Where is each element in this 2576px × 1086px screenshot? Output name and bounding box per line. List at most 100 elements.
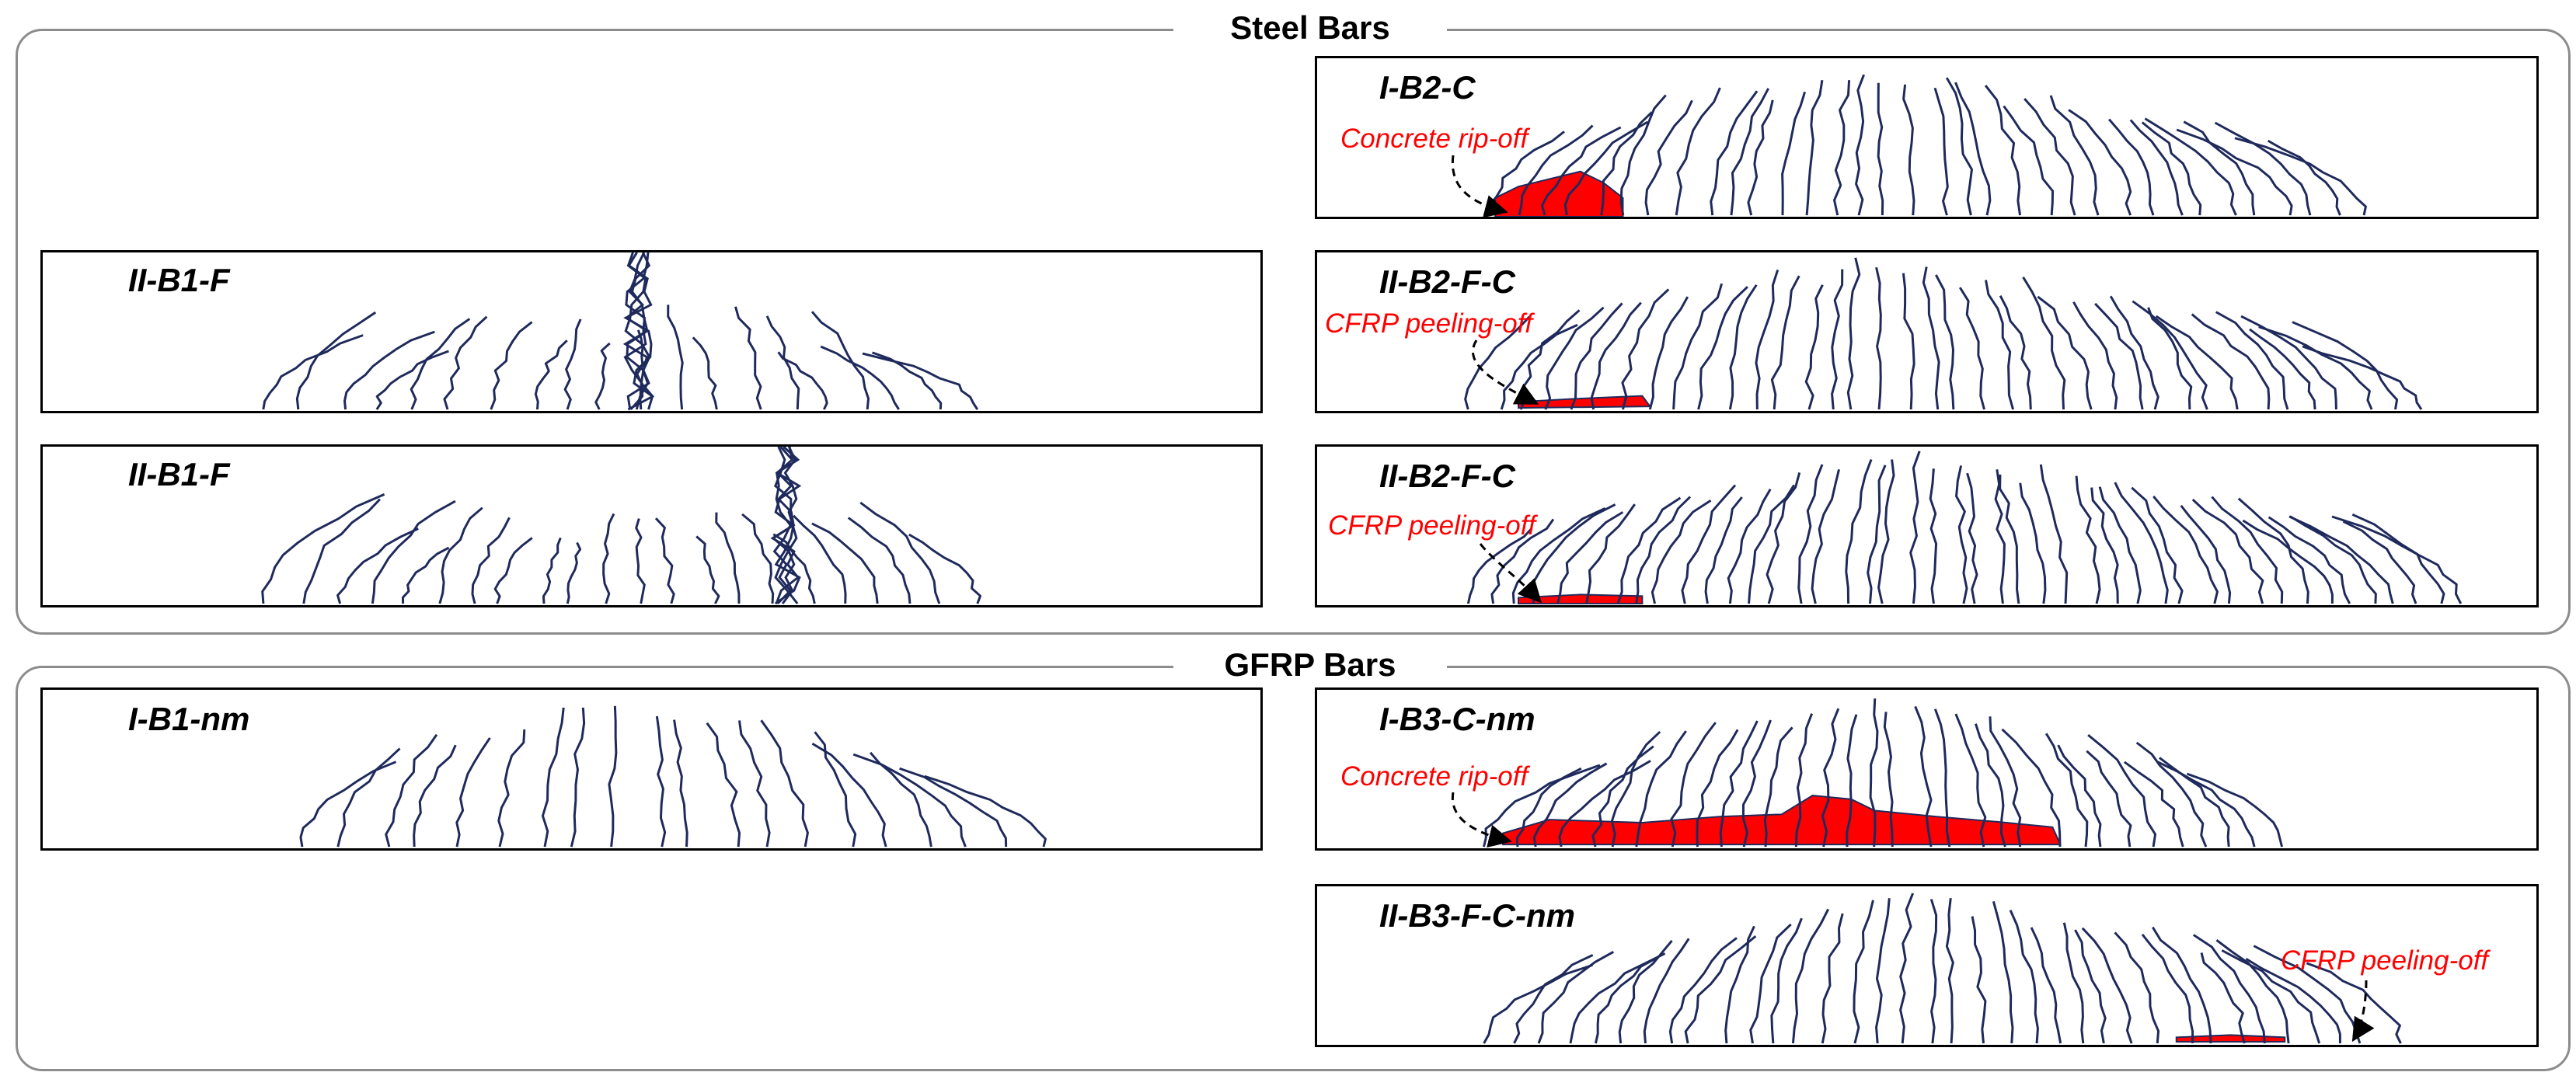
crack-line: [2037, 295, 2093, 410]
specimen-panel-ii-b1-f-upper: II-B1-F: [40, 250, 1263, 413]
crack-line: [336, 527, 419, 604]
crack-line: [1672, 283, 1724, 410]
crack-line: [1610, 730, 1661, 848]
crack-line: [811, 743, 887, 848]
crack-line: [343, 330, 435, 410]
crack-line: [1763, 726, 1793, 848]
crack-line: [2234, 137, 2367, 216]
crack-line: [471, 517, 511, 604]
specimen-panel-ii-b3-f-c-nm: II-B3-F-C-nm CFRP peeling-off: [1315, 884, 2539, 1047]
crack-line: [2107, 118, 2155, 216]
crack-line: [1591, 745, 1654, 848]
specimen-label: II-B2-F-C: [1379, 458, 1515, 494]
crack-line: [737, 720, 771, 848]
crack-line: [1513, 954, 1594, 1044]
crack-line: [872, 351, 943, 410]
crack-line: [2342, 520, 2417, 604]
crack-line: [1804, 284, 1824, 410]
crack-line: [1971, 916, 1987, 1044]
crack-line: [2302, 345, 2423, 410]
crack-line: [1811, 469, 1840, 604]
crack-line: [1540, 126, 1622, 216]
crack-line: [1766, 472, 1801, 604]
crack-line: [2057, 744, 2102, 848]
crack-line: [673, 719, 688, 848]
crack-line: [869, 751, 932, 848]
crack-line: [2141, 933, 2194, 1044]
crack-line: [2249, 328, 2316, 410]
crack-line: [2030, 927, 2062, 1044]
crack-line: [2147, 307, 2193, 410]
crack-line: [1696, 729, 1739, 848]
crack-line: [1684, 935, 1757, 1044]
crack-line: [1945, 897, 1954, 1044]
crack-line: [765, 315, 800, 410]
specimen-label: I-B1-nm: [128, 701, 250, 737]
specimen-label: II-B1-F: [128, 456, 230, 493]
crack-line: [455, 737, 491, 848]
crack-line: [1875, 898, 1891, 1044]
crack-line: [1929, 899, 1938, 1044]
crack-line: [1594, 955, 1659, 1044]
crack-line: [1853, 900, 1874, 1044]
crack-line: [2245, 958, 2341, 1044]
crack-line: [2156, 761, 2256, 848]
crack-line: [654, 517, 675, 604]
crack-line: [2155, 315, 2239, 410]
crack-line: [1651, 499, 1712, 604]
crack-line: [1532, 762, 1608, 848]
crack-line: [2289, 515, 2377, 604]
concrete-rip-off-label: Concrete rip-off: [1340, 124, 1529, 154]
crack-line: [715, 512, 741, 604]
crack-line: [1724, 925, 1755, 1044]
crack-line: [385, 733, 438, 848]
crack-line: [2022, 277, 2066, 410]
crack-line: [2192, 934, 2266, 1044]
crack-line: [1869, 698, 1879, 848]
crack-line: [410, 318, 471, 410]
crack-line: [760, 719, 809, 848]
crack-line: [1515, 767, 1582, 848]
crack-line: [1619, 94, 1667, 216]
crack-line: [734, 306, 762, 410]
crack-line: [2081, 927, 2133, 1044]
crack-line: [1730, 88, 1770, 216]
crack-line: [1935, 274, 1955, 410]
crack-line: [1902, 84, 1915, 216]
crack-line: [2144, 117, 2237, 216]
crack-line: [1846, 714, 1858, 848]
crack-line: [2098, 486, 2142, 604]
crack-line: [1791, 908, 1830, 1044]
crack-line: [2240, 315, 2337, 410]
crack-line: [1668, 937, 1738, 1044]
damage-region: [2175, 1034, 2286, 1043]
crack-line: [1749, 923, 1792, 1044]
crack-line: [1728, 284, 1758, 410]
crack-line: [1704, 496, 1743, 604]
crack-line: [443, 315, 488, 410]
crack-pattern: [262, 252, 979, 411]
crack-line: [563, 318, 582, 410]
crack-line: [2132, 300, 2208, 410]
crack-line: [1556, 511, 1624, 604]
crack-line: [1821, 913, 1844, 1044]
crack-line: [1933, 87, 1949, 216]
crack-line: [2306, 962, 2402, 1044]
crack-line: [401, 546, 450, 604]
cfrp-peeling-off-label: CFRP peeling-off: [1325, 308, 1533, 339]
crack-line: [1867, 465, 1887, 604]
crack-line: [1770, 917, 1803, 1044]
crack-line: [542, 537, 562, 604]
crack-line: [2086, 750, 2132, 848]
crack-line: [1681, 484, 1737, 604]
crack-line: [1697, 286, 1748, 410]
crack-line: [1877, 82, 1884, 216]
crack-line: [1922, 266, 1940, 410]
crack-line: [2109, 295, 2159, 410]
crack-line: [2062, 922, 2085, 1044]
crack-line: [2215, 311, 2289, 410]
crack-line: [1805, 79, 1824, 216]
crack-line: [852, 753, 967, 848]
specimen-label: II-B2-F-C: [1379, 263, 1515, 300]
crack-line: [490, 321, 533, 410]
